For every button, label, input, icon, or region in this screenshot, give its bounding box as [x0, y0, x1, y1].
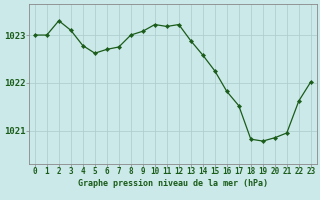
- X-axis label: Graphe pression niveau de la mer (hPa): Graphe pression niveau de la mer (hPa): [78, 179, 268, 188]
